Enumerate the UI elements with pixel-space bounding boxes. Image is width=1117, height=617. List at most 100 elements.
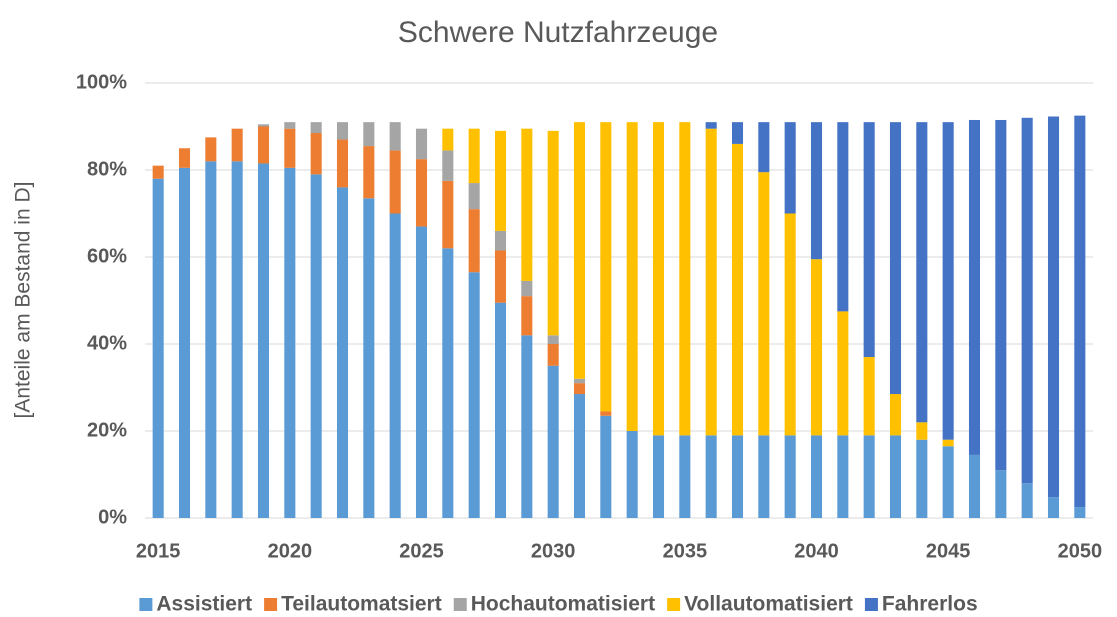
bar-segment (389, 213, 401, 518)
bar-segment (863, 357, 875, 436)
bar-segment (442, 150, 454, 181)
bar-segment (468, 183, 480, 210)
bar-segment (442, 248, 454, 519)
bar-segment (284, 122, 296, 129)
bar-segment (1047, 116, 1060, 498)
bar-segment (916, 122, 928, 423)
bar-segment (521, 280, 533, 297)
bar-segment (1074, 115, 1086, 508)
legend-swatch (667, 598, 681, 611)
bar-segment (521, 296, 533, 336)
bar-segment (784, 435, 796, 518)
bar-segment (573, 122, 586, 379)
bar-segment (942, 439, 954, 447)
bar-segment (205, 137, 217, 162)
bar-segment (600, 122, 612, 412)
bar-segment (336, 139, 349, 188)
bar-segment (573, 378, 586, 384)
legend-label: Hochautomatisiert (471, 593, 655, 616)
bar-segment (916, 439, 928, 518)
bar-segment (363, 122, 375, 147)
bar-segment (705, 435, 717, 518)
bar-segment (415, 159, 428, 227)
legend-swatch (264, 598, 278, 611)
bar-segment (494, 302, 507, 518)
bar-segment (389, 122, 401, 151)
y-tick-label: 20% (87, 419, 127, 441)
bar-segment (494, 250, 507, 303)
y-tick-label: 100% (76, 71, 127, 93)
bar-segment (442, 128, 454, 151)
y-tick-label: 80% (87, 158, 127, 180)
x-tick-label: 2030 (531, 540, 576, 562)
bar-segment (679, 122, 691, 436)
bar-segment (415, 226, 428, 519)
y-tick-label: 40% (87, 332, 127, 354)
bar-segment (310, 174, 322, 518)
legend-label: Fahrerlos (882, 593, 978, 616)
bar-segment (547, 130, 559, 336)
bar-segment (758, 172, 770, 436)
bar-segment (626, 122, 638, 432)
y-tick-label: 60% (87, 245, 127, 267)
legend-label: Teilautomatsiert (281, 593, 442, 616)
bar-segment (600, 411, 612, 416)
bar-segment (942, 446, 954, 518)
bar-segment (837, 122, 849, 312)
bar-segment (758, 122, 770, 173)
bar-segment (1021, 483, 1033, 518)
bar-segment (257, 163, 270, 518)
bar-segment (968, 119, 981, 455)
bar-segment (889, 435, 902, 518)
bar-segment (521, 128, 533, 281)
bar-segment (442, 180, 454, 249)
legend-swatch (453, 598, 467, 611)
bar-segment (415, 128, 428, 160)
bar-segment (521, 335, 533, 518)
bar-segment (468, 272, 480, 518)
x-tick-label: 2050 (1058, 540, 1103, 562)
x-tick-label: 2040 (794, 540, 839, 562)
bar-segment (231, 161, 243, 519)
bar-segment (652, 435, 665, 518)
bar-segment (547, 335, 559, 344)
bar-segment (494, 130, 507, 231)
y-axis-label: [Anteile am Bestand in D] (12, 182, 35, 419)
bar-segment (731, 143, 744, 436)
bar-segment (889, 394, 902, 436)
bar-segment (837, 311, 849, 436)
x-tick-label: 2020 (268, 540, 313, 562)
bar-segment (231, 128, 243, 162)
bar-segment (468, 209, 480, 273)
bar-segment (626, 431, 638, 518)
bar-segment (257, 126, 270, 164)
bar-segment (810, 435, 823, 518)
bar-segment (468, 128, 480, 184)
bar-segment (178, 167, 191, 518)
bar-segment (1074, 507, 1086, 518)
bar-segment (600, 415, 612, 518)
bar-segment (205, 161, 217, 519)
bar-segment (863, 122, 875, 358)
x-tick-label: 2035 (663, 540, 708, 562)
bar-segment (810, 259, 823, 436)
bar-segment (178, 148, 191, 168)
bar-segment (1047, 497, 1060, 518)
bar-segment (310, 122, 322, 134)
bar-segment (152, 178, 164, 518)
bar-segment (1021, 117, 1033, 484)
bar-segment (573, 394, 586, 518)
x-tick-label: 2045 (926, 540, 971, 562)
bar-segment (916, 422, 928, 440)
bar-segment (784, 122, 796, 214)
bar-segment (363, 146, 375, 199)
legend-label: Assistiert (156, 593, 252, 616)
bar-segment (494, 230, 507, 251)
bar-segment (758, 435, 770, 518)
bar-segment (995, 119, 1007, 471)
bar-segment (336, 187, 349, 518)
bar-segment (363, 198, 375, 518)
bar-segment (152, 165, 164, 179)
legend-label: Vollautomatisiert (684, 593, 853, 616)
bar-segment (863, 435, 875, 518)
